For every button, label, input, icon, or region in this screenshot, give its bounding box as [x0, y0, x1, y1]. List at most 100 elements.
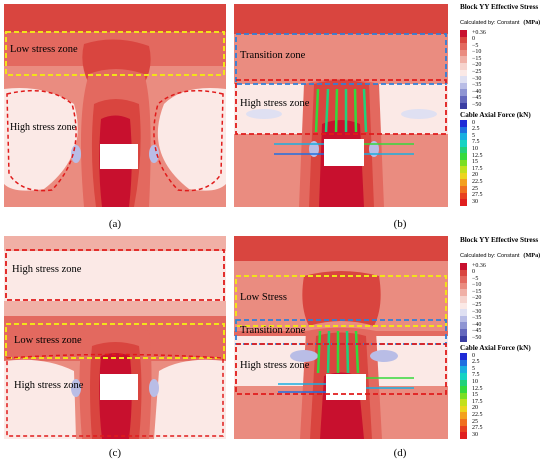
zone-boundary-low	[235, 275, 447, 327]
cable-swatch	[460, 133, 467, 140]
panel-c: High stress zone Low stress zone High st…	[4, 236, 226, 439]
stress-swatch	[460, 49, 467, 57]
zone-label-transition: Transition zone	[240, 50, 306, 61]
cable-value: 30	[472, 198, 478, 205]
stress-swatch	[460, 82, 467, 90]
cable-swatch	[460, 359, 467, 367]
stress-legend-item: −35	[460, 315, 550, 323]
stress-legend-title: Block YY Effective Stress	[460, 236, 539, 244]
stress-value: −25	[472, 302, 482, 309]
stress-swatch	[460, 43, 467, 50]
cable-legend-item: 5	[460, 366, 550, 373]
cable-legend-item: 7.5	[460, 372, 550, 380]
stress-legend-unit: (MPa)	[523, 19, 541, 26]
stress-swatch	[460, 62, 467, 70]
cable-value: 17.5	[472, 165, 483, 172]
stress-swatch	[460, 263, 467, 270]
stress-value: −50	[472, 102, 482, 109]
cable-legend-item: 30	[460, 432, 550, 439]
stress-legend-unit: (MPa)	[523, 252, 541, 259]
stress-value: −20	[472, 62, 482, 69]
stress-legend-item: −25	[460, 69, 550, 77]
cable-swatch	[460, 120, 467, 127]
zone-boundary-high-top	[5, 249, 225, 301]
cable-legend-item: 12.5	[460, 153, 550, 160]
cable-swatch	[460, 199, 467, 206]
zone-label-high-bottom: High stress zone	[14, 380, 84, 391]
stress-legend-item: −35	[460, 82, 550, 90]
zone-boundary-low	[5, 323, 225, 359]
cable-legend-title: Cable Axial Force (kN)	[460, 111, 531, 120]
zone-boundary-high-bottom	[6, 353, 224, 437]
cable-swatch	[460, 412, 467, 420]
stress-value: −30	[472, 75, 482, 82]
stress-value: −15	[472, 288, 482, 295]
cable-legend-item: 15	[460, 159, 550, 167]
cable-scale: 0 2.5 5 7.5 10 12.5 15 17.5 20 22.5 25 27.5 30	[460, 353, 550, 439]
cable-value: 25	[472, 185, 478, 192]
cable-legend-item: 20	[460, 405, 550, 413]
stress-legend-item: 0	[460, 36, 550, 44]
stress-value: −5	[472, 42, 479, 49]
cable-value: 7.5	[472, 139, 480, 146]
stress-swatch	[460, 30, 467, 37]
cable-legend-item: 17.5	[460, 399, 550, 406]
stress-legend-item: −45	[460, 95, 550, 103]
stress-swatch	[460, 36, 467, 44]
cable-legend-item: 30	[460, 199, 550, 206]
contour-plot-c	[4, 236, 226, 439]
cable-value: 22.5	[472, 178, 483, 185]
stress-legend-subtitle: Calculated by: Constant	[460, 20, 520, 26]
stress-legend-item: −30	[460, 76, 550, 83]
cable-value: 5	[472, 365, 475, 372]
cable-legend-item: 10	[460, 379, 550, 387]
zone-boundary-transition	[235, 33, 447, 85]
cable-value: 12.5	[472, 385, 483, 392]
stress-legend-item: +0.36	[460, 30, 550, 37]
stress-value: −50	[472, 335, 482, 342]
cable-swatch	[460, 146, 467, 154]
stress-value: −10	[472, 49, 482, 56]
cable-legend-item: 5	[460, 133, 550, 140]
cable-bolts	[278, 330, 414, 393]
stress-swatch	[460, 315, 467, 323]
stress-value: +0.36	[472, 29, 486, 36]
zone-label-high: High stress zone	[240, 98, 310, 109]
zone-label-high-top: High stress zone	[12, 264, 82, 275]
cable-value: 12.5	[472, 152, 483, 159]
stress-value: 0	[472, 36, 475, 43]
stress-legend-item: −40	[460, 89, 550, 96]
cable-swatch	[460, 186, 467, 193]
stress-legend-item: −15	[460, 289, 550, 296]
zone-boundary-low	[5, 31, 225, 76]
stress-legend-item: −10	[460, 282, 550, 290]
cable-legend-item: 7.5	[460, 139, 550, 147]
stress-legend-item: −20	[460, 62, 550, 70]
contour-plot-b	[234, 4, 448, 207]
stress-value: −35	[472, 82, 482, 89]
cable-swatch	[460, 392, 467, 400]
cable-legend-item: 25	[460, 186, 550, 193]
cable-value: 2.5	[472, 359, 480, 366]
cable-swatch	[460, 172, 467, 180]
cable-scale: 0 2.5 5 7.5 10 12.5 15 17.5 20 22.5 25 27.5 30	[460, 120, 550, 206]
cable-value: 10	[472, 146, 478, 152]
contour-plot-a	[4, 4, 226, 207]
stress-legend-subtitle: Calculated by: Constant	[460, 253, 520, 259]
stress-legend-item: +0.36	[460, 263, 550, 270]
stress-value: −40	[472, 88, 482, 95]
panel-a: Low stress zone High stress zone	[4, 4, 226, 207]
cable-value: 15	[472, 392, 478, 399]
stress-swatch	[460, 69, 467, 77]
cable-legend-item: 22.5	[460, 412, 550, 420]
stress-value: −10	[472, 282, 482, 289]
cable-value: 7.5	[472, 372, 480, 379]
cable-bolts	[274, 88, 414, 155]
stress-value: −40	[472, 321, 482, 328]
cable-swatch	[460, 386, 467, 393]
cable-legend-item: 2.5	[460, 126, 550, 134]
stress-legend-item: −5	[460, 43, 550, 50]
stress-value: −45	[472, 95, 482, 102]
caption-d: (d)	[393, 447, 407, 459]
tunnel-opening	[324, 139, 364, 166]
